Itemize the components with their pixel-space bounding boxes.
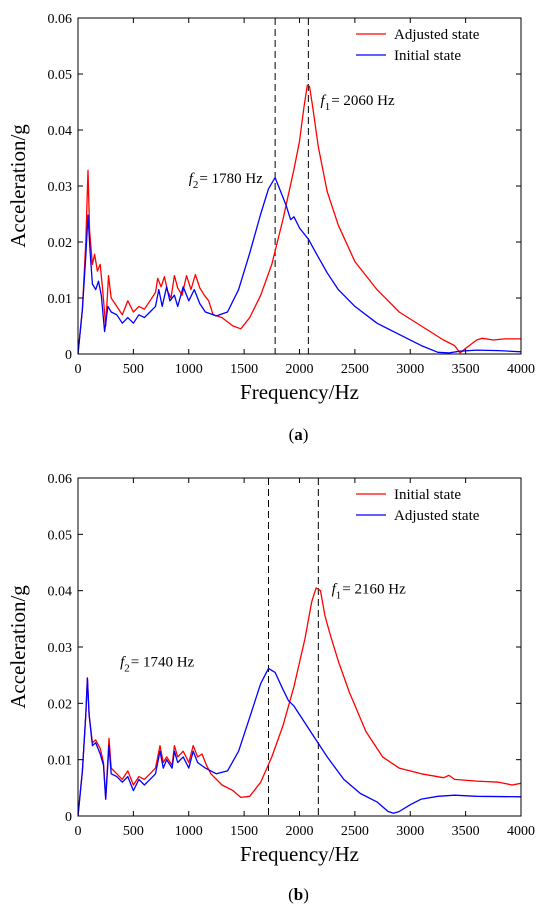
x-axis-title: Frequency/Hz bbox=[240, 842, 359, 866]
annotation-subscript: 2 bbox=[124, 663, 129, 675]
x-tick-label: 500 bbox=[123, 824, 144, 839]
series-line-2 bbox=[78, 667, 521, 816]
x-tick-label: 3000 bbox=[396, 362, 424, 377]
y-tick-label: 0.06 bbox=[48, 472, 73, 487]
y-tick-label: 0.03 bbox=[48, 641, 73, 656]
y-axis-title: Acceleration/g bbox=[6, 124, 30, 248]
y-tick-label: 0.01 bbox=[48, 754, 73, 769]
y-tick-label: 0.04 bbox=[48, 585, 73, 600]
annotation-value: = 2060 Hz bbox=[331, 93, 395, 109]
caption-paren-close: ) bbox=[303, 425, 309, 444]
caption-paren-close: ) bbox=[303, 885, 309, 904]
x-tick-label: 4000 bbox=[507, 824, 535, 839]
x-tick-label: 2000 bbox=[286, 824, 314, 839]
annotation-value: = 2160 Hz bbox=[342, 581, 406, 597]
series-line-2 bbox=[78, 176, 521, 354]
chart-panel-a: 0 500 1000 1500 2000 2500 3000 3500 4000 0 0.01 0.0… bbox=[6, 12, 535, 444]
caption-paren-open: ( bbox=[289, 425, 295, 444]
annotation-value: = 1780 Hz bbox=[199, 171, 263, 187]
x-tick-label: 2000 bbox=[286, 362, 314, 377]
series-line-1 bbox=[78, 587, 521, 816]
x-tick-label: 3000 bbox=[396, 824, 424, 839]
peak-annotation: f2= 1740 Hz bbox=[120, 655, 194, 675]
y-tick-label: 0.04 bbox=[48, 124, 73, 139]
peak-annotation: f1= 2060 Hz bbox=[321, 93, 395, 113]
y-tick-label: 0 bbox=[65, 810, 72, 825]
x-axis-title: Frequency/Hz bbox=[240, 380, 359, 404]
caption-letter: b bbox=[294, 885, 303, 904]
x-tick-label: 2500 bbox=[341, 824, 369, 839]
y-tick-label: 0.03 bbox=[48, 180, 73, 195]
x-tick-label: 1000 bbox=[175, 362, 203, 377]
peak-annotation: f2= 1780 Hz bbox=[189, 171, 263, 191]
y-tick-label: 0.02 bbox=[48, 236, 73, 251]
x-tick-label: 2500 bbox=[341, 362, 369, 377]
y-tick-label: 0.01 bbox=[48, 292, 73, 307]
x-tick-label: 1500 bbox=[230, 824, 258, 839]
x-tick-label: 500 bbox=[123, 362, 144, 377]
y-tick-label: 0 bbox=[65, 348, 72, 363]
series-group bbox=[78, 84, 521, 354]
x-tick-label: 3500 bbox=[452, 362, 480, 377]
plot-frame bbox=[77, 17, 522, 355]
y-tick-label: 0.02 bbox=[48, 697, 73, 712]
annotation-var: f bbox=[120, 655, 126, 671]
annotation-value: = 1740 Hz bbox=[131, 655, 195, 671]
caption-paren-open: ( bbox=[288, 885, 294, 904]
y-tick-label: 0.05 bbox=[48, 528, 73, 543]
annotation-subscript: 1 bbox=[325, 101, 331, 113]
peak-annotation: f1= 2160 Hz bbox=[332, 581, 406, 601]
annotation-var: f bbox=[321, 93, 327, 109]
annotation-subscript: 2 bbox=[193, 179, 199, 191]
y-axis-title: Acceleration/g bbox=[6, 585, 30, 709]
x-tick-label: 4000 bbox=[507, 362, 535, 377]
annotation-var: f bbox=[189, 171, 195, 187]
series-group bbox=[78, 587, 521, 816]
panel-caption: (a) bbox=[289, 425, 309, 444]
panel-caption: (b) bbox=[288, 885, 309, 904]
legend-label: Adjusted state bbox=[394, 508, 480, 524]
series-line-1 bbox=[78, 84, 521, 354]
plot-frame bbox=[77, 477, 522, 817]
y-tick-label: 0.05 bbox=[48, 68, 73, 83]
x-tick-label: 1000 bbox=[175, 824, 203, 839]
x-tick-label: 0 bbox=[75, 824, 82, 839]
chart-panel-b: 0 500 1000 1500 2000 2500 3000 3500 4000 0 0.01 0.0… bbox=[6, 472, 535, 904]
legend-label: Initial state bbox=[394, 487, 461, 503]
caption-letter: a bbox=[294, 425, 303, 444]
x-tick-label: 1500 bbox=[230, 362, 258, 377]
annotation-subscript: 1 bbox=[336, 589, 342, 601]
legend-label: Initial state bbox=[394, 48, 461, 64]
x-tick-label: 3500 bbox=[452, 824, 480, 839]
y-tick-label: 0.06 bbox=[48, 12, 73, 27]
legend-label: Adjusted state bbox=[394, 27, 480, 43]
x-tick-label: 0 bbox=[75, 362, 82, 377]
annotation-var: f bbox=[332, 581, 338, 597]
